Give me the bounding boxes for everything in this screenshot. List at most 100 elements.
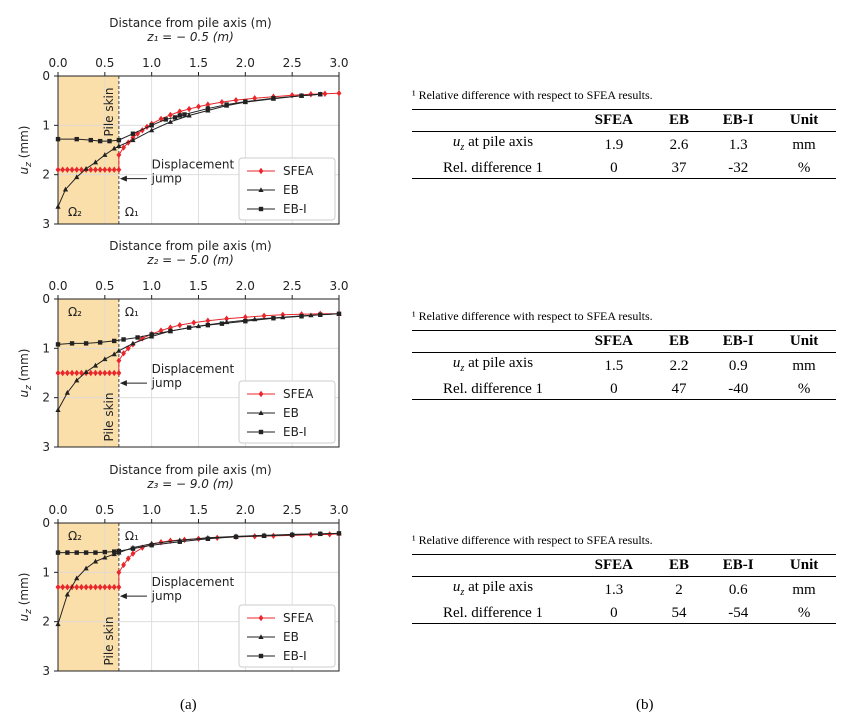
header-eb: EB	[653, 109, 705, 132]
data-point	[289, 532, 295, 538]
header-sfea: SFEA	[574, 109, 654, 132]
legend-label: EB-I	[283, 649, 307, 663]
data-point	[64, 389, 70, 395]
header-unit: Unit	[772, 330, 836, 353]
data-point	[130, 340, 136, 346]
x-tick-label: 0.5	[95, 503, 114, 517]
data-point	[224, 102, 229, 107]
data-point	[102, 549, 108, 555]
data-point	[149, 543, 154, 548]
panel-label-a-text: (a)	[180, 697, 197, 713]
panel-label-b-text: (b)	[636, 697, 654, 713]
data-point	[116, 143, 122, 149]
row-label-uz: uz at pile axis	[452, 579, 534, 598]
data-point	[258, 614, 264, 622]
data-point	[116, 166, 122, 173]
data-point	[83, 165, 89, 171]
data-point	[191, 319, 197, 326]
header-sfea: SFEA	[574, 330, 654, 353]
cell: 37	[653, 158, 705, 179]
header-ebi: EB-I	[704, 109, 773, 132]
cell: 0.9	[728, 358, 748, 374]
data-point	[336, 531, 342, 536]
data-point	[116, 369, 122, 377]
x-axis-title: Distance from pile axis (m)	[109, 239, 271, 253]
data-point	[258, 653, 264, 659]
data-point	[55, 369, 61, 377]
data-point	[233, 534, 239, 540]
data-point	[62, 186, 69, 192]
data-point	[60, 166, 66, 173]
cell: %	[772, 158, 836, 179]
data-point	[125, 345, 131, 352]
y-tick-label: 2	[42, 391, 50, 405]
data-point	[88, 137, 93, 143]
data-point	[318, 312, 323, 317]
data-point	[55, 583, 61, 591]
cell: 1.3	[728, 137, 748, 153]
data-point	[74, 575, 80, 581]
data-point	[186, 112, 192, 118]
data-point	[261, 312, 267, 319]
cell: 2.6	[669, 137, 689, 153]
results-table-1: SFEA EB EB-I Unit uz at pile axis 1.9 2.…	[412, 109, 836, 179]
data-point	[83, 341, 89, 346]
data-point	[55, 203, 61, 209]
data-point	[64, 166, 70, 173]
x-tick-label: 1.5	[189, 279, 208, 293]
y-axis-title-unit: (mm)	[17, 126, 31, 163]
data-point	[242, 314, 248, 321]
data-point	[182, 112, 187, 117]
cell: -32	[704, 158, 773, 179]
y-axis-title: uz (mm)	[17, 573, 34, 622]
data-point	[177, 113, 182, 118]
data-point	[83, 565, 89, 571]
header-unit: Unit	[772, 554, 836, 577]
y-axis-title: uz (mm)	[17, 126, 34, 175]
data-point	[172, 115, 178, 120]
x-tick-label: 0.5	[95, 56, 114, 70]
data-point	[97, 583, 103, 591]
data-point	[74, 583, 80, 591]
data-point	[107, 138, 112, 144]
data-point	[74, 377, 80, 383]
data-point	[149, 332, 154, 337]
data-point	[177, 321, 183, 329]
data-point	[107, 166, 112, 173]
data-point	[243, 319, 248, 324]
data-point	[92, 362, 99, 368]
cell: 1.5	[604, 358, 624, 374]
table-row: Rel. difference 1 0 47 -40 %	[412, 379, 836, 400]
annotation-arrow-head	[119, 175, 127, 182]
data-point	[135, 130, 141, 137]
legend-label: EB-I	[283, 425, 307, 439]
x-tick-label: 0.0	[48, 56, 67, 70]
data-point	[299, 314, 304, 319]
x-axis-title: Distance from pile axis (m)	[109, 463, 271, 477]
data-point	[252, 95, 258, 102]
data-point	[93, 583, 98, 591]
data-point	[111, 145, 117, 151]
data-point	[116, 357, 122, 364]
data-point	[177, 108, 183, 115]
data-point	[168, 111, 173, 119]
header-blank	[412, 554, 574, 577]
data-point	[149, 123, 154, 128]
data-point	[258, 410, 264, 415]
cell: -54	[704, 603, 773, 624]
y-axis-title-subscript: z	[24, 162, 34, 168]
data-point	[116, 137, 122, 143]
pile-skin-label: Pile skin	[102, 617, 116, 666]
results-table-1-block: ¹ Relative difference with respect to SF…	[412, 88, 836, 179]
legend-box	[238, 380, 336, 444]
annotation-line-1: Displacement	[152, 575, 235, 589]
data-point	[336, 311, 342, 316]
table-note-3: ¹ Relative difference with respect to SF…	[412, 533, 653, 547]
annotation-line-2: jump	[151, 376, 182, 390]
y-tick-label: 2	[42, 615, 50, 629]
table-header-row: SFEA EB EB-I Unit	[412, 109, 836, 132]
data-point	[55, 621, 61, 627]
annotation-line-1: Displacement	[152, 362, 235, 376]
data-point	[111, 166, 117, 173]
data-point	[97, 369, 103, 377]
